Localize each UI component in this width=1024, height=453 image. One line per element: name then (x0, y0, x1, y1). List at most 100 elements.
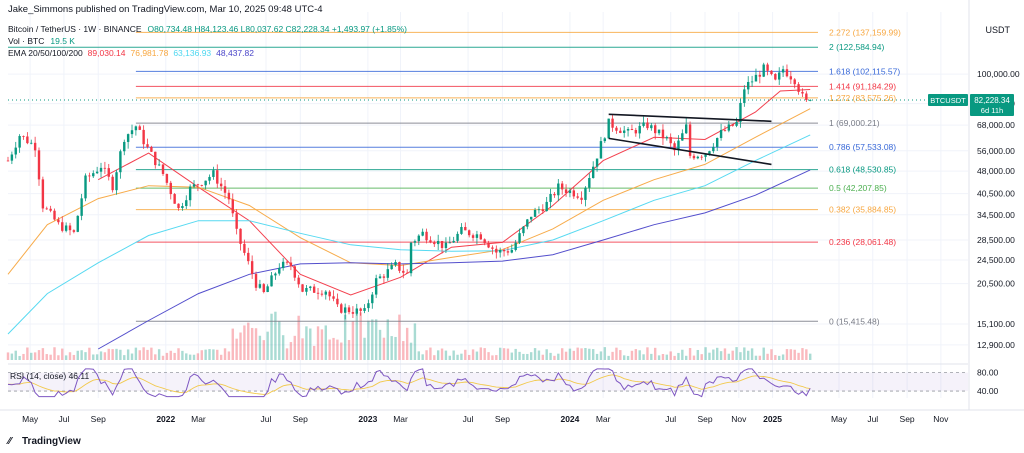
last-price-tag[interactable] (970, 93, 1014, 116)
volume-bar (425, 350, 428, 360)
volume-bar (343, 314, 347, 360)
time-axis-tick[interactable]: May (831, 414, 848, 424)
symbol-name[interactable]: Bitcoin / TetherUS · 1W · BINANCE (8, 24, 142, 34)
trendline[interactable] (608, 113, 772, 123)
candle-body (603, 138, 607, 142)
volume-bar (704, 347, 707, 360)
time-axis-tick[interactable]: Sep (293, 414, 308, 424)
candle-body (14, 147, 17, 155)
time-axis-tick[interactable]: Sep (495, 414, 510, 424)
time-axis-tick[interactable]: Sep (900, 414, 915, 424)
time-axis-tick[interactable]: Mar (393, 414, 408, 424)
time-axis-tick[interactable]: 2025 (763, 414, 782, 424)
candle-body (684, 124, 688, 134)
time-axis-tick[interactable]: Mar (191, 414, 206, 424)
time-axis-tick[interactable]: 2022 (156, 414, 175, 424)
fib-level-label: 0 (15,415.48) (829, 316, 880, 326)
candle-body (553, 194, 556, 196)
volume-bar (266, 331, 269, 360)
ohlc-values: O80,734.48 H84,123.46 L80,037.62 C82,228… (147, 24, 407, 34)
price-axis-tick[interactable]: 48,000.00 (977, 166, 1015, 176)
candle-body (460, 226, 463, 234)
candle-body (537, 209, 541, 211)
candle-body (289, 262, 293, 267)
rsi-axis-tick[interactable]: 40.00 (977, 386, 999, 396)
candle-body (111, 176, 114, 191)
price-axis-tick[interactable]: 15,100.00 (977, 319, 1015, 329)
time-axis-tick[interactable]: 2023 (358, 414, 377, 424)
candle-body (510, 250, 514, 253)
price-axis-tick[interactable]: 68,000.00 (977, 120, 1015, 130)
rsi-axis-tick[interactable]: 80.00 (977, 368, 999, 378)
time-axis-tick[interactable]: Mar (596, 414, 611, 424)
volume-bar (72, 354, 76, 360)
time-axis-tick[interactable]: Jul (867, 414, 878, 424)
volume-bar (464, 349, 467, 360)
volume-bar (801, 348, 804, 360)
price-axis-tick[interactable]: 100,000.00 (977, 69, 1020, 79)
time-axis-tick[interactable]: 2024 (560, 414, 579, 424)
volume-bar (750, 348, 754, 360)
volume-bar (630, 350, 634, 360)
candle-body (479, 234, 483, 240)
volume-bar (64, 355, 68, 360)
price-axis-tick[interactable]: 34,500.00 (977, 210, 1015, 220)
time-axis-tick[interactable]: Jul (665, 414, 676, 424)
candle-body (669, 137, 672, 144)
candle-body (781, 69, 785, 73)
candle-body (770, 70, 773, 75)
candle-body (413, 241, 417, 243)
volume-bar (227, 351, 231, 360)
currency-label[interactable]: USDT (985, 25, 1011, 35)
volume-bar (301, 338, 304, 360)
trendline[interactable] (608, 137, 772, 166)
price-axis-tick[interactable]: 28,500.00 (977, 235, 1015, 245)
volume-bar (522, 353, 525, 360)
volume-bar (30, 352, 33, 360)
volume-bar (533, 348, 537, 360)
time-axis-tick[interactable]: Sep (91, 414, 106, 424)
time-axis-tick[interactable]: Nov (731, 414, 747, 424)
price-axis-tick[interactable]: 56,000.00 (977, 146, 1015, 156)
volume-bar (363, 337, 366, 360)
volume-bar (436, 350, 440, 360)
ema-label[interactable]: EMA 20/50/100/200 (8, 48, 83, 58)
price-axis-tick[interactable]: 20,500.00 (977, 279, 1015, 289)
price-axis-tick[interactable]: 40,500.00 (977, 189, 1015, 199)
candle-body (363, 308, 366, 311)
candle-body (332, 296, 335, 299)
volume-bar (390, 336, 393, 360)
volume-bar (281, 335, 285, 360)
candle-body (754, 74, 758, 82)
ema-legend: EMA 20/50/100/200 89,030.14 76,981.78 63,13… (8, 48, 254, 58)
time-axis-tick[interactable]: May (22, 414, 39, 424)
candle-body (336, 298, 339, 305)
time-axis-tick[interactable]: Jul (58, 414, 69, 424)
volume-bar (402, 341, 405, 360)
candle-body (88, 175, 91, 177)
candle-body (196, 184, 200, 186)
time-axis-tick[interactable]: Jul (261, 414, 272, 424)
volume-bar (6, 352, 10, 360)
price-axis-tick[interactable]: 24,500.00 (977, 255, 1015, 265)
time-axis-tick[interactable]: Nov (933, 414, 949, 424)
candle-body (545, 201, 548, 212)
candle-body (681, 133, 684, 141)
candle-body (177, 203, 180, 209)
price-axis-tick[interactable]: 12,900.00 (977, 340, 1015, 350)
candle-body (750, 81, 754, 83)
time-axis-tick[interactable]: Jul (463, 414, 474, 424)
candle-body (591, 166, 595, 179)
candle-body (758, 74, 762, 77)
volume-label[interactable]: Vol · BTC (8, 36, 45, 46)
time-axis-tick[interactable]: Sep (697, 414, 712, 424)
candle-body (243, 243, 246, 253)
volume-bar (712, 349, 715, 360)
candle-body (568, 190, 572, 193)
volume-bar (774, 355, 777, 360)
candle-body (99, 167, 103, 172)
rsi-legend[interactable]: RSI (14, close) 46.11 (10, 371, 90, 381)
candle-body (650, 125, 653, 129)
candle-body (301, 284, 304, 292)
